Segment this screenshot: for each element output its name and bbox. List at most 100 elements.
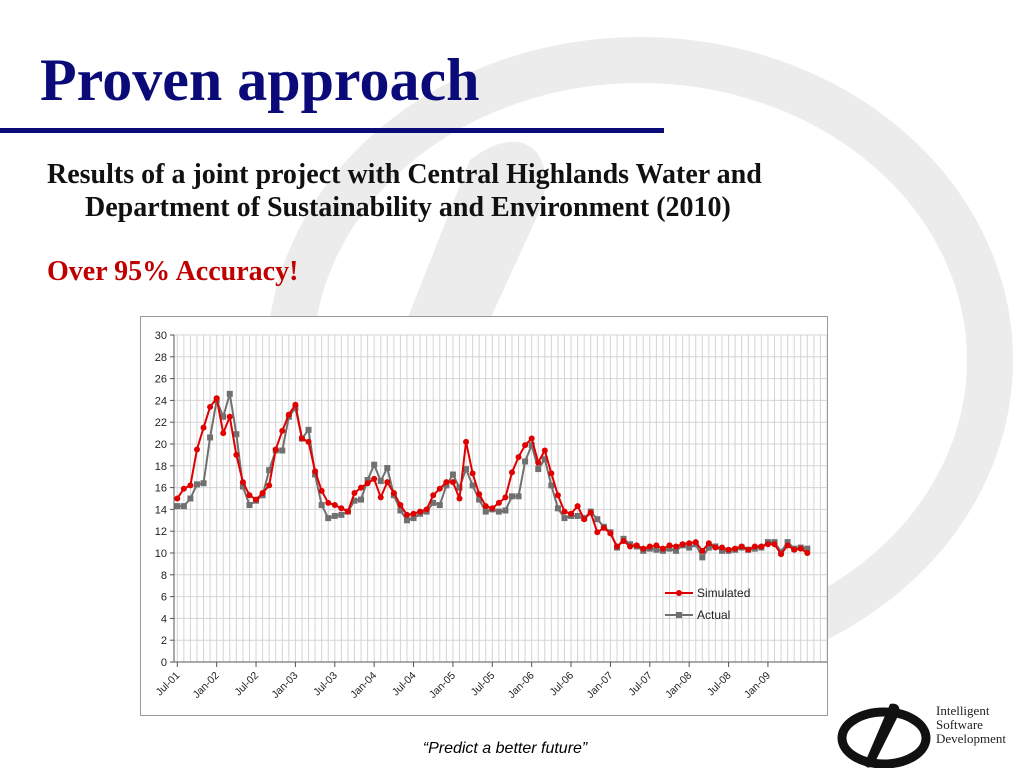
x-tick-label: Jan-07 xyxy=(584,670,615,701)
data-point-simulated xyxy=(548,470,555,477)
y-tick-label: 28 xyxy=(155,352,167,364)
data-point-simulated xyxy=(266,482,273,489)
y-tick-label: 14 xyxy=(155,504,167,516)
logo-line-3: Development xyxy=(936,731,1007,746)
company-logo: Intelligent Software Development xyxy=(832,700,1024,768)
data-point-actual xyxy=(554,505,561,512)
data-point-simulated xyxy=(463,438,470,445)
y-tick-label: 12 xyxy=(155,526,167,538)
data-point-actual xyxy=(718,547,725,554)
tagline: “Predict a better future” xyxy=(422,740,588,757)
data-point-simulated xyxy=(377,494,384,501)
data-point-simulated xyxy=(384,479,391,486)
data-point-actual xyxy=(495,508,502,515)
x-tick-label: Jul-05 xyxy=(469,670,498,699)
x-tick-label: Jul-03 xyxy=(311,670,340,699)
data-point-actual xyxy=(338,511,345,518)
data-point-simulated xyxy=(489,505,496,512)
y-tick-label: 4 xyxy=(161,613,167,625)
data-point-actual xyxy=(502,507,509,514)
data-point-simulated xyxy=(627,543,634,550)
data-point-simulated xyxy=(594,529,601,536)
data-point-simulated xyxy=(364,480,371,487)
data-point-actual xyxy=(574,512,581,519)
data-point-simulated xyxy=(495,499,502,506)
x-tick-label: Jan-02 xyxy=(191,670,222,701)
logo-line-2: Software xyxy=(936,717,983,732)
data-point-simulated xyxy=(436,485,443,492)
data-point-actual xyxy=(279,447,286,454)
data-point-simulated xyxy=(732,545,739,552)
data-point-actual xyxy=(535,466,542,473)
data-point-simulated xyxy=(666,542,673,549)
data-point-simulated xyxy=(358,484,365,491)
y-tick-label: 10 xyxy=(155,548,167,560)
data-point-simulated xyxy=(482,503,489,510)
chart-frame: 0 2 4 6 8 10 12 14 16 18 20 22 24 26 28 30 Jul-01 Jan-02 J… xyxy=(140,316,828,716)
data-point-actual xyxy=(312,471,319,478)
data-point-simulated xyxy=(207,403,214,410)
slide-subtitle: Results of a joint project with Central … xyxy=(47,158,947,224)
logo-text: Intelligent Software Development xyxy=(936,704,1006,746)
data-point-actual xyxy=(325,515,332,522)
subtitle-line-1: Results of a joint project with Central … xyxy=(47,159,762,190)
data-point-simulated xyxy=(581,516,588,523)
data-point-simulated xyxy=(738,543,745,550)
data-point-actual xyxy=(804,545,811,552)
data-point-simulated xyxy=(193,446,200,453)
data-point-simulated xyxy=(745,546,752,553)
data-point-simulated xyxy=(718,544,725,551)
data-point-actual xyxy=(784,539,791,546)
x-tick-label: Jul-07 xyxy=(626,670,655,699)
data-point-simulated xyxy=(541,447,548,454)
x-tick-label: Jan-04 xyxy=(348,670,379,701)
data-point-simulated xyxy=(220,430,227,437)
y-tick-label: 2 xyxy=(161,635,167,647)
data-point-simulated xyxy=(640,545,647,552)
data-point-simulated xyxy=(174,495,181,502)
data-point-simulated xyxy=(325,499,332,506)
slide-title: Proven approach xyxy=(40,47,480,113)
data-point-simulated xyxy=(633,542,640,549)
data-point-simulated xyxy=(725,546,732,553)
data-point-simulated xyxy=(298,435,305,442)
data-point-actual xyxy=(541,456,548,463)
series-simulated xyxy=(174,395,811,558)
data-point-simulated xyxy=(272,446,279,453)
chart-gridlines xyxy=(174,334,827,663)
data-point-actual xyxy=(246,502,253,509)
data-point-simulated xyxy=(351,490,358,497)
data-point-simulated xyxy=(699,547,706,554)
data-point-actual xyxy=(515,493,522,500)
data-point-actual xyxy=(673,547,680,554)
data-point-simulated xyxy=(791,546,798,553)
data-point-actual xyxy=(436,502,443,509)
x-tick-label: Jul-06 xyxy=(547,670,576,699)
data-point-simulated xyxy=(508,469,515,476)
y-tick-label: 18 xyxy=(155,461,167,473)
data-point-simulated xyxy=(213,395,220,402)
legend-label: Simulated xyxy=(697,586,750,600)
data-point-simulated xyxy=(200,424,207,431)
data-point-actual xyxy=(699,554,706,561)
x-tick-label: Jan-08 xyxy=(663,670,694,701)
data-point-simulated xyxy=(390,490,397,497)
y-tick-label: 16 xyxy=(155,483,167,495)
x-tick-label: Jan-03 xyxy=(269,670,300,701)
data-point-actual xyxy=(384,464,391,471)
data-point-simulated xyxy=(561,508,568,515)
data-point-simulated xyxy=(318,487,325,494)
data-point-simulated xyxy=(587,509,594,516)
data-point-simulated xyxy=(410,510,417,517)
data-point-actual xyxy=(686,544,693,551)
data-point-simulated xyxy=(456,495,463,502)
y-tick-label: 0 xyxy=(161,657,167,669)
data-point-simulated xyxy=(758,543,765,550)
data-point-simulated xyxy=(600,524,607,531)
data-point-actual xyxy=(239,483,246,490)
data-point-actual xyxy=(430,499,437,506)
y-tick-label: 24 xyxy=(155,395,167,407)
data-point-simulated xyxy=(554,492,561,499)
data-point-actual xyxy=(358,496,365,503)
